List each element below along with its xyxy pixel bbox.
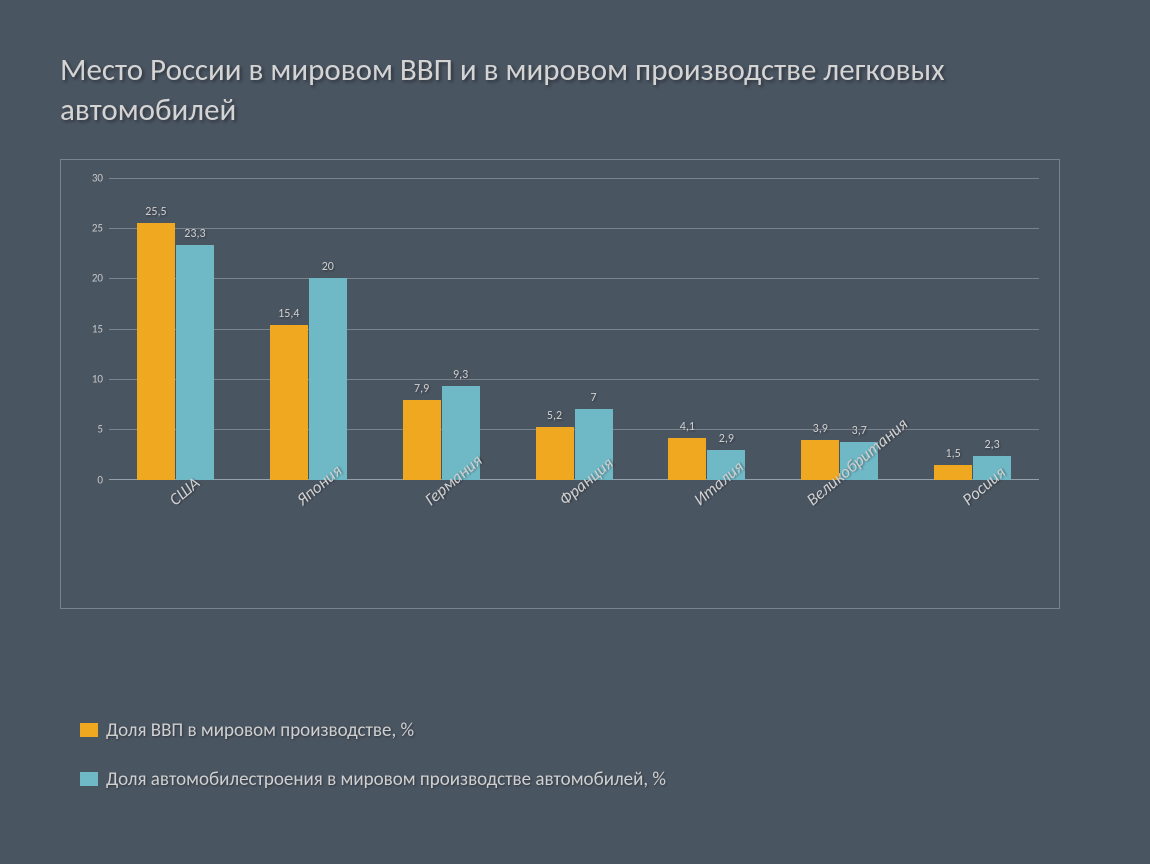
y-tick-label: 15 xyxy=(92,322,103,335)
y-tick-label: 20 xyxy=(92,272,103,285)
bar-value-label: 23,3 xyxy=(184,227,205,241)
chart-plot: 051015202530 25,523,315,4207,99,35,274,1… xyxy=(79,178,1039,518)
bar-value-label: 20 xyxy=(322,260,334,274)
bar-value-label: 7 xyxy=(590,391,596,405)
bar-value-label: 7,9 xyxy=(414,382,429,396)
x-tick-label: США xyxy=(109,488,242,598)
x-tick-label: Великобритания xyxy=(773,488,906,598)
bar-group: 4,1 2,9 xyxy=(640,178,773,480)
bar-group: 5,27 xyxy=(508,178,641,480)
bar: 20 xyxy=(309,278,347,479)
bar-group: 15,420 xyxy=(242,178,375,480)
legend-swatch xyxy=(80,772,98,786)
bar: 7,9 xyxy=(403,400,441,480)
bar: 4,1 xyxy=(668,438,706,479)
bar-group: 7,9 9,3 xyxy=(375,178,508,480)
legend-item: Доля ВВП в мировом производстве, % xyxy=(80,719,1090,742)
bar: 1,5 xyxy=(934,465,972,480)
x-tick-label: Италия xyxy=(640,488,773,598)
slide: Место России в мировом ВВП и в мировом п… xyxy=(0,0,1150,864)
bar-value-label: 5,2 xyxy=(547,409,562,423)
x-tick-label: Росиия xyxy=(906,488,1039,598)
bar-value-label: 3,9 xyxy=(813,422,828,436)
slide-title: Место России в мировом ВВП и в мировом п… xyxy=(60,50,1090,131)
bar: 25,5 xyxy=(137,223,175,480)
bar: 23,3 xyxy=(176,245,214,480)
x-tick-label: Япония xyxy=(242,488,375,598)
bar: 5,2 xyxy=(536,427,574,479)
y-axis-ticks: 051015202530 xyxy=(79,178,107,480)
bar-value-label: 2,9 xyxy=(719,432,734,446)
y-tick-label: 25 xyxy=(92,221,103,234)
legend-label: Доля ВВП в мировом производстве, % xyxy=(106,719,414,742)
bar-value-label: 15,4 xyxy=(278,307,299,321)
bar-value-label: 9,3 xyxy=(453,368,468,382)
bar-value-label: 3,7 xyxy=(852,424,867,438)
bar-group: 25,523,3 xyxy=(109,178,242,480)
legend-label: Доля автомобилестроения в мировом произв… xyxy=(106,768,666,791)
legend-swatch xyxy=(80,723,98,737)
legend: Доля ВВП в мировом производстве, % Доля а… xyxy=(60,719,1090,791)
x-tick-label: Германия xyxy=(375,488,508,598)
legend-item: Доля автомобилестроения в мировом произв… xyxy=(80,768,1090,791)
bar-value-label: 1,5 xyxy=(945,447,960,461)
bar-group: 1,5 2,3 xyxy=(906,178,1039,480)
bar: 15,4 xyxy=(270,325,308,480)
bar-value-label: 4,1 xyxy=(680,420,695,434)
y-tick-label: 10 xyxy=(92,372,103,385)
x-tick-label: Франция xyxy=(508,488,641,598)
y-tick-label: 30 xyxy=(92,171,103,184)
bar-value-label: 25,5 xyxy=(145,205,166,219)
y-tick-label: 0 xyxy=(97,473,103,486)
bar-value-label: 2,3 xyxy=(984,438,999,452)
chart-container: 051015202530 25,523,315,4207,99,35,274,1… xyxy=(60,159,1060,609)
y-tick-label: 5 xyxy=(97,423,103,436)
x-axis-labels: СШАЯпонияГерманияФранцияИталияВеликобрит… xyxy=(109,488,1039,598)
